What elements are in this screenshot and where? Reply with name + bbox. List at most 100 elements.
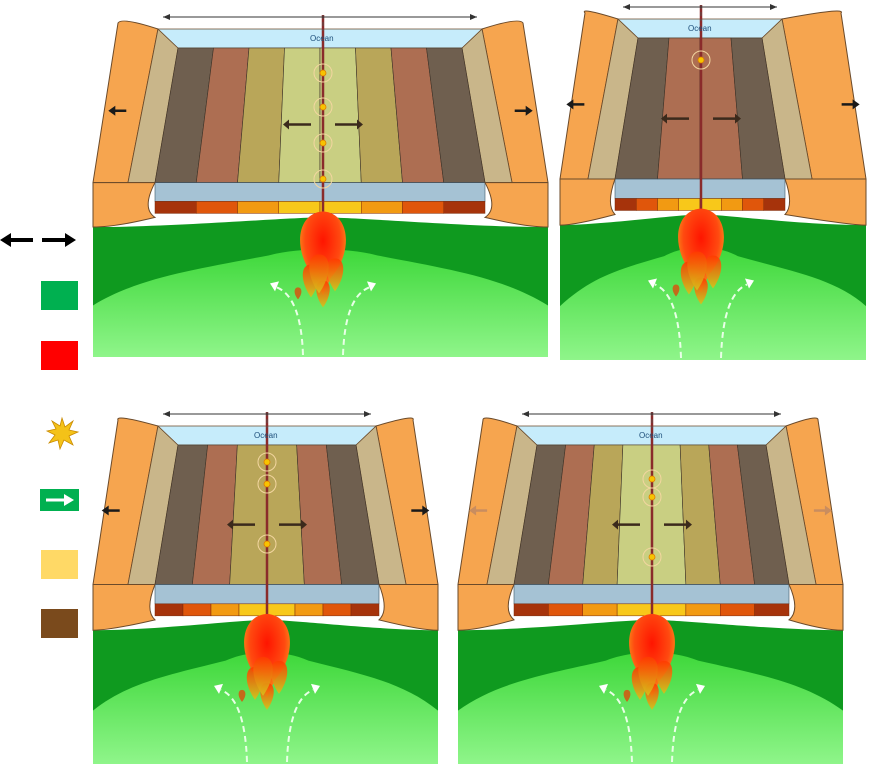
panel-bottom-right: Ocean	[457, 411, 844, 764]
crust-block	[210, 603, 240, 617]
measure-arrowhead-right	[774, 411, 781, 417]
earthquake-star-icon	[45, 416, 80, 451]
mantle-flow-arrowhead	[367, 281, 376, 292]
earthquake-halo	[257, 474, 277, 494]
crust-block	[196, 201, 238, 214]
mantle-flow-arrow	[342, 286, 370, 356]
earthquake-icon	[319, 103, 327, 111]
mantle-flow-arrowhead	[599, 683, 608, 694]
crust-block	[685, 603, 721, 617]
crust-block	[636, 198, 658, 211]
mantle-flow-arrowhead	[270, 281, 279, 292]
crust-block	[361, 201, 403, 214]
mantle-flow-arrow-icon	[40, 489, 79, 511]
earthquake-icon	[319, 139, 327, 147]
earthquake-halo	[642, 547, 662, 567]
rising-melt-droplet	[294, 287, 302, 300]
spreading-arrowhead	[301, 519, 307, 530]
mantle-swatch	[41, 281, 78, 310]
measure-arrowhead-right	[364, 411, 371, 417]
crust-block	[614, 198, 637, 211]
spreading-arrowhead	[612, 519, 618, 530]
ocean-label: Ocean	[688, 24, 712, 33]
earthquake-halo	[642, 487, 662, 507]
panel-bottom-left: Ocean	[92, 411, 439, 764]
left-continent-front	[92, 182, 157, 228]
crust-block	[742, 198, 764, 211]
panels: Ocean Ocean Ocean Ocean	[92, 4, 867, 764]
mantle-flow-arrow	[654, 283, 682, 359]
earthquake-icon	[648, 553, 656, 561]
earthquake-icon	[319, 69, 327, 77]
magma-droplet	[309, 254, 329, 294]
measure-arrowhead-left	[522, 411, 529, 417]
spreading-arrowhead	[686, 519, 692, 530]
left-continent-front	[457, 583, 516, 631]
crust-block	[651, 603, 687, 617]
magma-droplet	[655, 660, 673, 694]
magma-swatch	[41, 341, 78, 370]
magma-chamber	[678, 208, 724, 293]
rising-melt-droplet	[672, 284, 680, 297]
continent-drift-arrowhead	[566, 99, 574, 110]
panel-top-right: Ocean	[559, 4, 867, 360]
earthquake-icon	[648, 475, 656, 483]
crust-block	[721, 198, 743, 211]
mantle-flow-arrowhead	[214, 683, 223, 694]
continent-drift-arrowhead	[101, 505, 109, 516]
right-continent-front	[377, 583, 439, 631]
rising-melt-droplet	[623, 689, 631, 702]
continent-drift-arrowhead	[108, 105, 116, 116]
rising-melt-droplet	[238, 689, 246, 702]
asthenosphere	[458, 652, 843, 764]
ocean-label: Ocean	[639, 431, 663, 440]
right-continent-front	[783, 178, 867, 226]
crust-block	[763, 198, 786, 211]
left-continent-front	[92, 583, 157, 631]
asthenosphere	[560, 247, 866, 360]
crust-block	[238, 603, 268, 617]
ocean-label: Ocean	[310, 34, 334, 43]
ocean-cross-section	[154, 182, 486, 202]
mantle-flow-arrow	[671, 688, 699, 763]
earthquake-icon	[263, 480, 271, 488]
earthquake-halo	[313, 97, 333, 117]
ocean-label: Ocean	[254, 431, 278, 440]
continent-drift-arrowhead	[824, 505, 832, 516]
magma-droplet	[270, 660, 288, 694]
spreading-arrowhead	[283, 119, 289, 130]
earthquake-icon	[697, 56, 705, 64]
mantle-flow-arrowhead	[648, 278, 657, 289]
magma-droplet	[687, 251, 707, 291]
mantle-flow-arrowhead	[745, 278, 754, 289]
earthquake-halo	[313, 63, 333, 83]
spreading-arrowhead	[227, 519, 233, 530]
right-continent-front	[787, 583, 844, 631]
legend	[0, 233, 80, 638]
earthquake-icon	[319, 175, 327, 183]
crust-block	[402, 201, 444, 214]
mantle-flow-arrow	[220, 688, 248, 763]
earthquake-icon	[648, 493, 656, 501]
crust-block	[278, 201, 321, 214]
crust-block	[182, 603, 212, 617]
measure-arrowhead-right	[470, 14, 477, 20]
continent-drift-arrowhead	[422, 505, 430, 516]
crust-block	[699, 198, 722, 211]
crust-block	[319, 201, 362, 214]
crust-block	[154, 603, 184, 617]
continent-drift-arrowhead	[852, 99, 860, 110]
mantle-flow-arrow	[286, 688, 314, 763]
asthenosphere	[93, 652, 438, 764]
measure-arrowhead-right	[770, 4, 777, 10]
crust-block	[548, 603, 583, 617]
mantle-flow-arrowhead	[311, 683, 320, 694]
old-crust-swatch	[41, 609, 78, 638]
crust-block	[443, 201, 486, 214]
crust-block	[322, 603, 352, 617]
earthquake-halo	[691, 50, 711, 70]
earthquake-halo	[257, 534, 277, 554]
mantle-flow-arrow	[605, 688, 633, 763]
spreading-arrows-icon	[0, 233, 76, 247]
